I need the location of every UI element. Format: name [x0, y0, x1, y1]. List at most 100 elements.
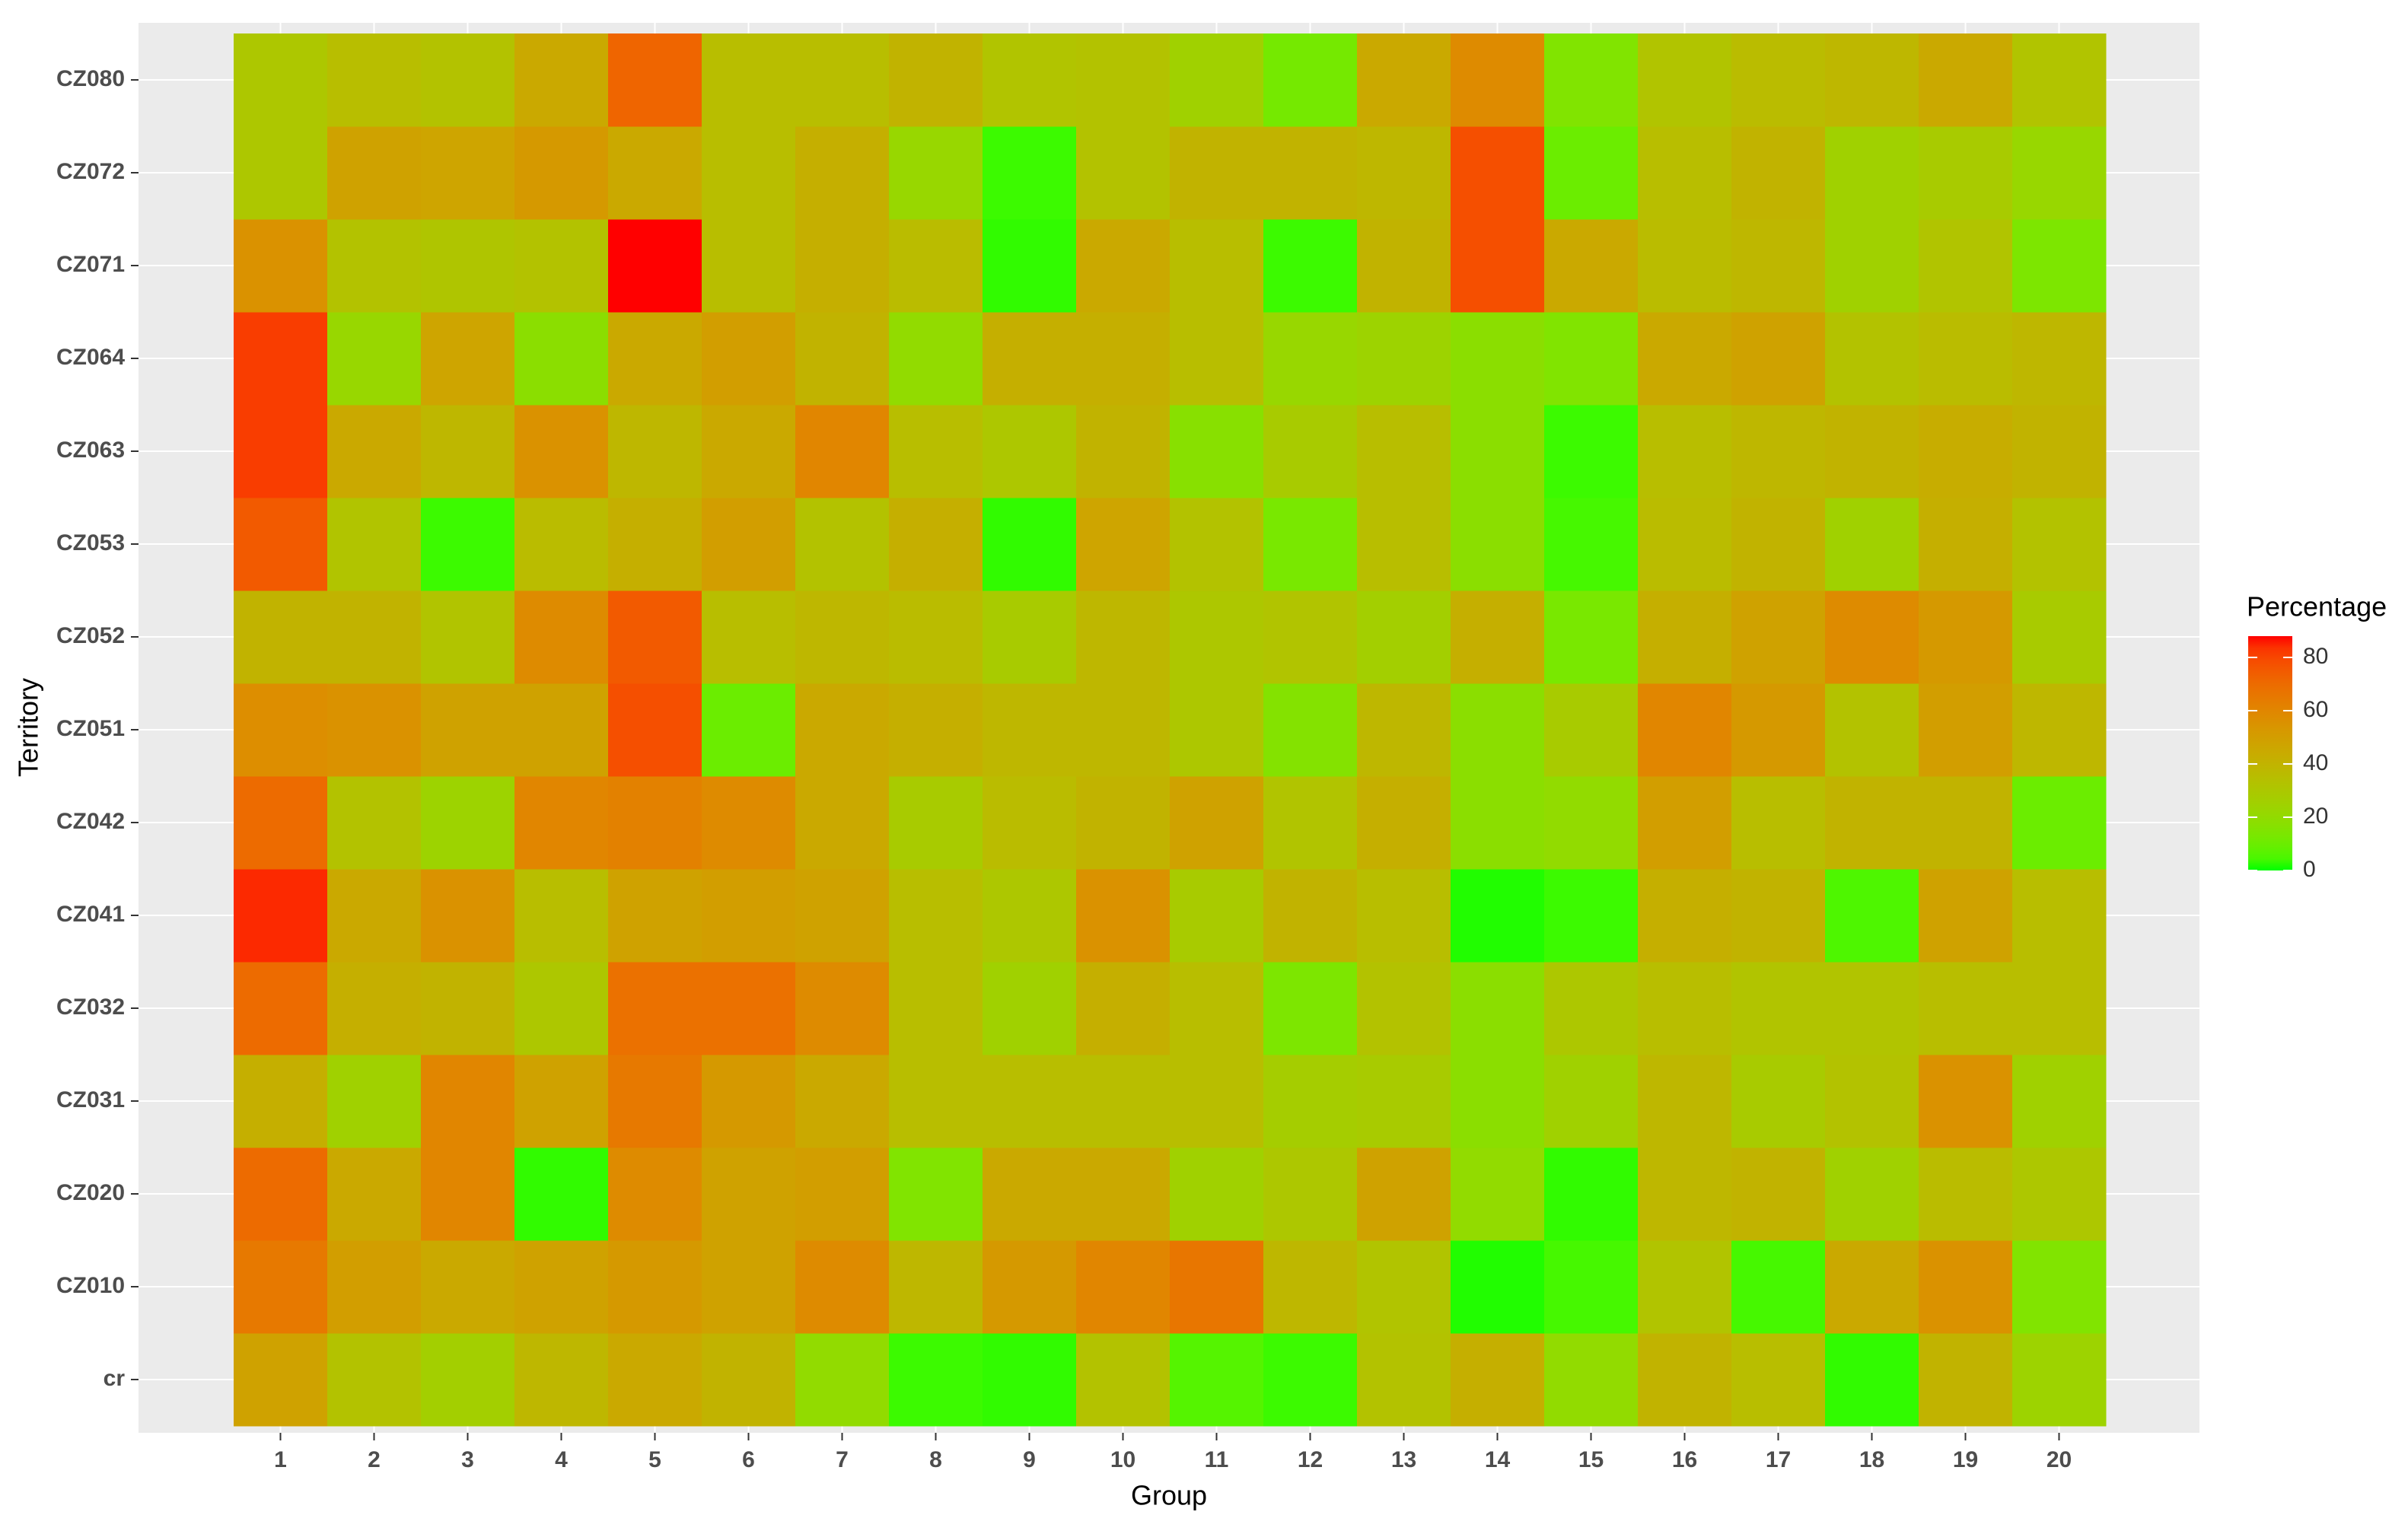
heatmap-cell [1357, 405, 1451, 498]
heatmap-cell [514, 962, 609, 1055]
heatmap-cell [1731, 869, 1826, 963]
x-tick-label: 13 [1391, 1447, 1416, 1472]
heatmap-cell [983, 219, 1077, 313]
heatmap-cell [1263, 776, 1358, 870]
heatmap-cell [1076, 869, 1171, 963]
heatmap-cell [1451, 869, 1545, 963]
heatmap-cell [1731, 126, 1826, 220]
heatmap-cell [421, 219, 515, 313]
heatmap-cell [327, 869, 422, 963]
heatmap-cell [1825, 1147, 1919, 1241]
heatmap-cell [1263, 590, 1358, 684]
heatmap-cell [1919, 126, 2013, 220]
heatmap-cell [421, 498, 515, 591]
heatmap-cell [1076, 1240, 1171, 1334]
heatmap-cell [514, 312, 609, 406]
heatmap-cell [327, 312, 422, 406]
heatmap-cell [514, 33, 609, 127]
y-tick-label: CZ032 [56, 995, 125, 1020]
heatmap-cell [702, 33, 796, 127]
heatmap-cell [1544, 33, 1639, 127]
heatmap-cell [1919, 498, 2013, 591]
heatmap-cell [1263, 1333, 1358, 1427]
heatmap-cell [608, 869, 702, 963]
heatmap-cell [1919, 683, 2013, 777]
x-tick-label: 20 [2046, 1447, 2072, 1472]
y-tick-label: CZ010 [56, 1273, 125, 1298]
heatmap-cell [1357, 312, 1451, 406]
heatmap-cell [327, 590, 422, 684]
heatmap-cell [1919, 405, 2013, 498]
heatmap-cell [1451, 1055, 1545, 1148]
heatmap-cell [1170, 962, 1264, 1055]
heatmap-cell [1544, 405, 1639, 498]
heatmap-cell [1638, 962, 1732, 1055]
heatmap-cell [514, 776, 609, 870]
x-tick-label: 16 [1672, 1447, 1697, 1472]
heatmap-cell [1451, 405, 1545, 498]
heatmap-cell [1825, 1333, 1919, 1427]
heatmap-cell [1919, 776, 2013, 870]
heatmap-cell [421, 869, 515, 963]
x-tick-label: 10 [1110, 1447, 1136, 1472]
heatmap-cell [327, 776, 422, 870]
heatmap-cell [1544, 312, 1639, 406]
x-tick-label: 17 [1766, 1447, 1791, 1472]
heatmap-cell [1451, 498, 1545, 591]
x-tick-label: 9 [1023, 1447, 1036, 1472]
heatmap-cell [2012, 33, 2107, 127]
heatmap-cell [1357, 33, 1451, 127]
x-tick-label: 1 [274, 1447, 287, 1472]
heatmap-cell [421, 1147, 515, 1241]
x-tick-label: 3 [461, 1447, 474, 1472]
heatmap-cell [1731, 1333, 1826, 1427]
heatmap-cell [327, 405, 422, 498]
heatmap-cell [608, 683, 702, 777]
legend-label: 80 [2303, 644, 2328, 669]
legend-label: 20 [2303, 804, 2328, 829]
heatmap-cell [1076, 126, 1171, 220]
heatmap-cell [608, 1055, 702, 1148]
heatmap-cell [1451, 683, 1545, 777]
heatmap-cell [421, 33, 515, 127]
heatmap-cell [1544, 219, 1639, 313]
heatmap-cell [514, 869, 609, 963]
heatmap-cell [327, 33, 422, 127]
heatmap-cell [1825, 1240, 1919, 1334]
x-tick-label: 6 [742, 1447, 755, 1472]
heatmap-cell [421, 962, 515, 1055]
heatmap-cell [795, 1333, 890, 1427]
heatmap-cell [514, 590, 609, 684]
heatmap-cell [1544, 1240, 1639, 1334]
y-tick-label: CZ052 [56, 623, 125, 648]
heatmap-cell [1638, 1055, 1732, 1148]
heatmap-cell [889, 1147, 983, 1241]
heatmap-cell [1825, 126, 1919, 220]
heatmap-cell [795, 498, 890, 591]
heatmap-cell [1357, 962, 1451, 1055]
heatmap-cell [1919, 869, 2013, 963]
heatmap-cell [1357, 776, 1451, 870]
heatmap-cell [1263, 219, 1358, 313]
heatmap-cell [1638, 126, 1732, 220]
y-axis-title: Territory [13, 678, 44, 777]
heatmap-cell [421, 1333, 515, 1427]
heatmap-cell [1825, 590, 1919, 684]
heatmap-cell [889, 498, 983, 591]
heatmap-cell [1731, 219, 1826, 313]
heatmap-cell [1076, 776, 1171, 870]
heatmap-cell [795, 869, 890, 963]
heatmap-cell [608, 962, 702, 1055]
heatmap-cell [234, 1240, 328, 1334]
heatmap-cell [1451, 1333, 1545, 1427]
x-tick-label: 14 [1485, 1447, 1511, 1472]
heatmap-cell [983, 1240, 1077, 1334]
heatmap-cell [702, 498, 796, 591]
heatmap-cell [1451, 126, 1545, 220]
heatmap-cell [2012, 498, 2107, 591]
heatmap-cell [983, 1147, 1077, 1241]
heatmap-cell [983, 126, 1077, 220]
heatmap-cell [983, 683, 1077, 777]
heatmap-cell [1451, 219, 1545, 313]
heatmap-cell [234, 1333, 328, 1427]
